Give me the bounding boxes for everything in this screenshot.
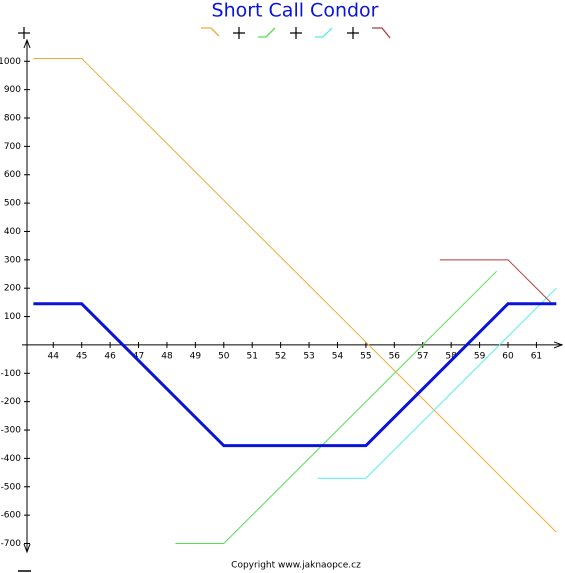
legend-icon <box>372 27 391 39</box>
x-tick-label: 51 <box>246 351 257 361</box>
x-tick-label: 61 <box>531 351 542 361</box>
chart-title: Short Call Condor <box>212 0 379 22</box>
y-tick-label: -100 <box>1 369 22 379</box>
y-axis-arrow <box>23 38 31 554</box>
legend-plus <box>233 27 245 39</box>
series-line <box>33 302 557 448</box>
x-tick-label: 47 <box>133 351 144 361</box>
y-tick-label: 900 <box>4 85 21 95</box>
x-tick-label: 56 <box>389 351 401 361</box>
x-tick-label: 44 <box>48 351 60 361</box>
series-line <box>439 259 551 303</box>
series-line <box>317 287 557 479</box>
y-tick-label: -200 <box>1 397 22 407</box>
x-tick-label: 59 <box>474 351 486 361</box>
x-tick-label: 55 <box>360 351 371 361</box>
x-tick-label: 52 <box>275 351 286 361</box>
series-line <box>175 270 497 544</box>
y-tick-label: -700 <box>1 539 22 549</box>
x-axis-arrow <box>553 341 564 349</box>
y-tick-label: -500 <box>1 482 22 492</box>
x-tick-label: 48 <box>161 351 173 361</box>
y-tick-label: 200 <box>4 284 21 294</box>
x-tick-label: 46 <box>104 351 116 361</box>
footer: Copyright www.jaknaopce.cz <box>231 561 361 571</box>
y-tick-label: 1000 <box>0 57 21 67</box>
y-tick-label: 400 <box>4 227 21 237</box>
y-tick-label: 700 <box>4 142 21 152</box>
series-line <box>33 57 557 533</box>
y-tick-label: 600 <box>4 170 21 180</box>
y-tick-label: 500 <box>4 199 21 209</box>
x-tick-label: 58 <box>445 351 457 361</box>
x-tick-label: 53 <box>303 351 314 361</box>
y-tick-label: -600 <box>1 511 22 521</box>
legend-icon <box>201 27 220 37</box>
x-tick-label: 50 <box>218 351 230 361</box>
y-tick-label: -300 <box>1 426 22 436</box>
legend-icon <box>258 27 276 38</box>
y-tick-label: 800 <box>4 114 21 124</box>
legend-plus <box>347 27 359 39</box>
x-tick-label: 60 <box>502 351 514 361</box>
legend-plus <box>290 27 302 39</box>
legend-icon <box>315 27 333 38</box>
x-tick-label: 45 <box>76 351 87 361</box>
y-tick-label: -400 <box>1 454 22 464</box>
y-tick-label: 100 <box>4 312 21 322</box>
x-tick-label: 54 <box>332 351 344 361</box>
y-tick-label: 300 <box>4 255 21 265</box>
x-tick-label: 49 <box>190 351 202 361</box>
corner-plus <box>18 27 30 39</box>
x-tick-label: 57 <box>417 351 428 361</box>
